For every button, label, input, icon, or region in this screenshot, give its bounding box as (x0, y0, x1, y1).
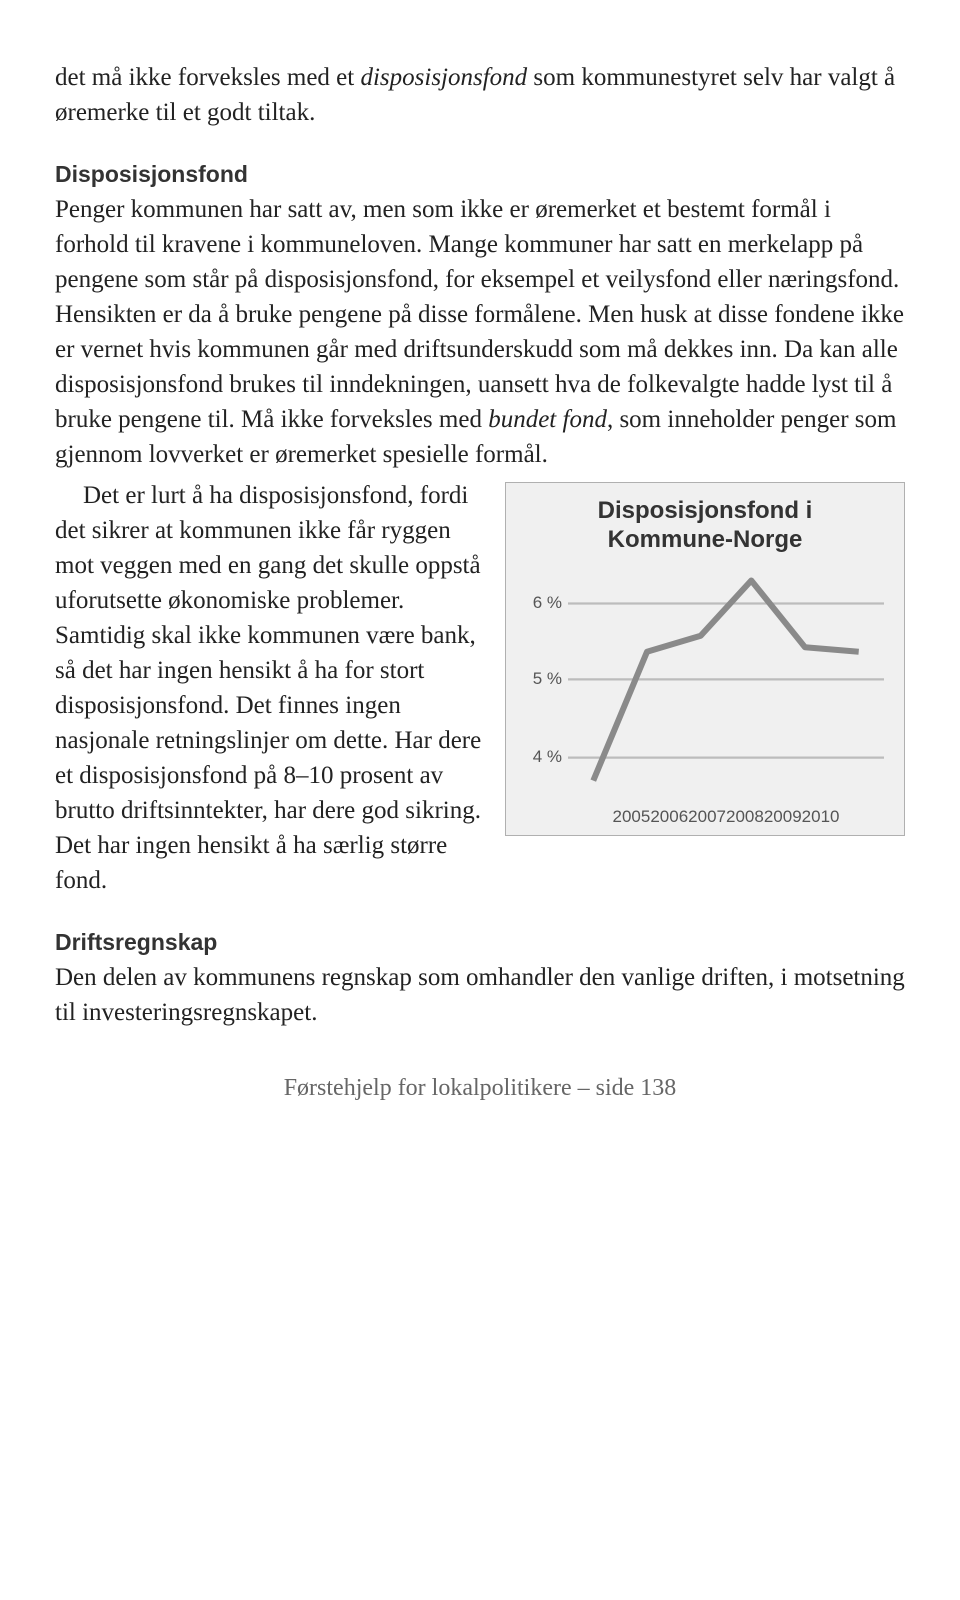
x-label-0: 2005 (613, 805, 651, 829)
chart-svg (568, 569, 884, 799)
x-label-4: 2009 (764, 805, 802, 829)
sec1-wrap: Disposisjonsfond i Kommune-Norge 6 % 5 %… (55, 478, 905, 898)
x-label-2: 2007 (688, 805, 726, 829)
chart-title: Disposisjonsfond i Kommune-Norge (520, 497, 890, 555)
intro-paragraph: det må ikke forveksles med et disposisjo… (55, 60, 905, 130)
chart-title-l2: Kommune-Norge (608, 526, 803, 553)
chart-title-l1: Disposisjonsfond i (598, 497, 813, 524)
y-label-1: 5 % (520, 667, 562, 691)
chart-box: Disposisjonsfond i Kommune-Norge 6 % 5 %… (505, 482, 905, 835)
chart-inner: Disposisjonsfond i Kommune-Norge 6 % 5 %… (505, 482, 905, 835)
intro-italic: disposisjonsfond (360, 64, 527, 91)
sec1-p1: Penger kommunen har satt av, men som ikk… (55, 192, 905, 472)
sec1-p1-italic: bundet fond (488, 406, 607, 433)
x-label-1: 2006 (650, 805, 688, 829)
y-label-0: 6 % (520, 591, 562, 615)
chart-plot: 6 % 5 % 4 % (568, 569, 884, 799)
heading-driftsregnskap: Driftsregnskap (55, 926, 905, 958)
x-label-5: 2010 (802, 805, 840, 829)
heading-disposisjonsfond: Disposisjonsfond (55, 158, 905, 190)
x-axis: 200520062007200820092010 (568, 805, 884, 829)
intro-a: det må ikke forveksles med et (55, 64, 360, 91)
page-footer: Førstehjelp for lokalpolitikere – side 1… (55, 1072, 905, 1106)
y-label-2: 4 % (520, 745, 562, 769)
sec2-p1: Den delen av kommunens regnskap som omha… (55, 960, 905, 1030)
x-label-3: 2008 (726, 805, 764, 829)
sec1-p1a: Penger kommunen har satt av, men som ikk… (55, 196, 904, 433)
